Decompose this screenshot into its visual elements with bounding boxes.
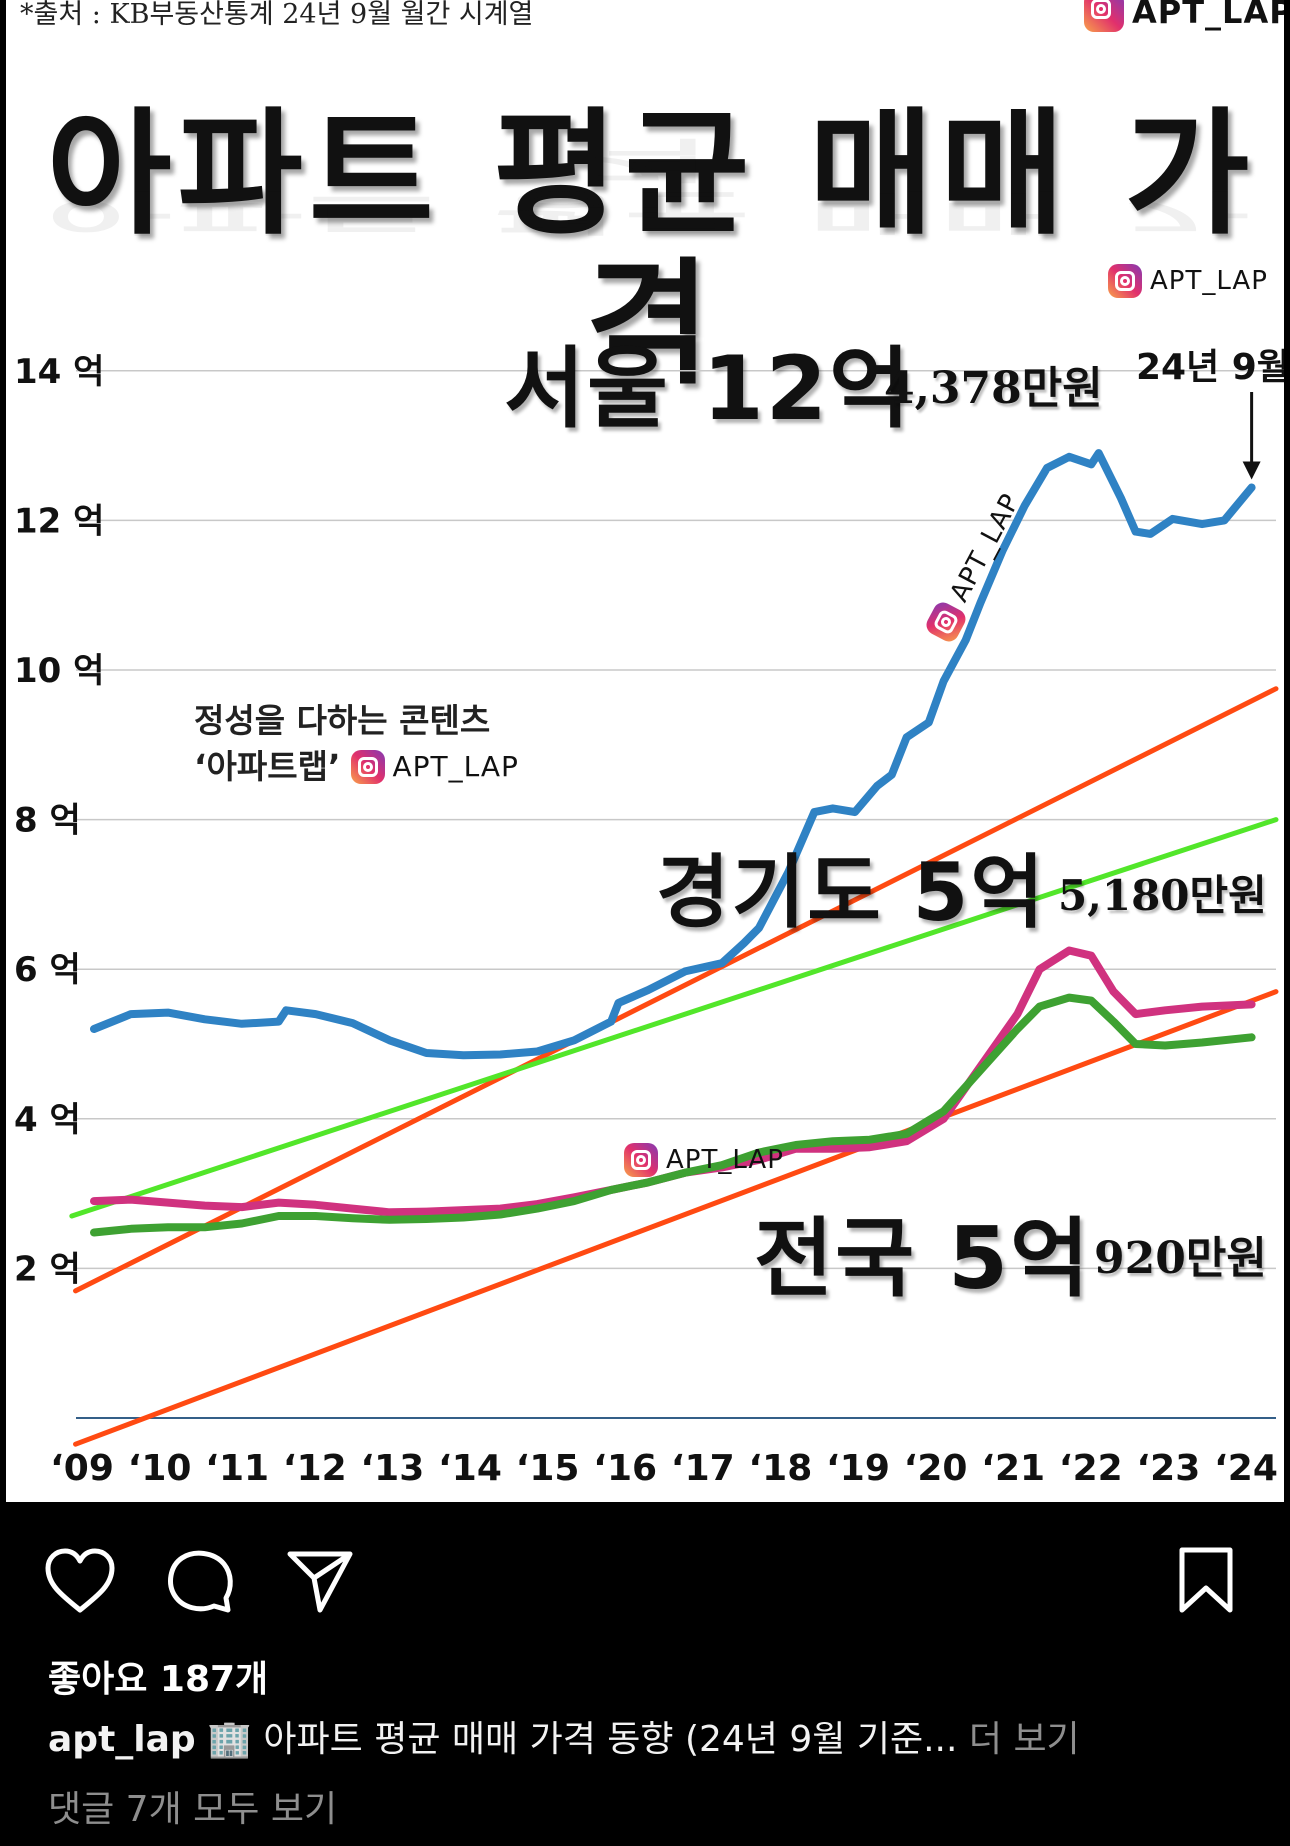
trend-line	[73, 686, 1279, 1294]
comment-bubble-icon[interactable]	[164, 1546, 236, 1618]
heart-icon[interactable]	[42, 1546, 118, 1616]
tagline-line2-row: ‘아파트랩’ APT_LAP	[194, 744, 519, 790]
post-image[interactable]: *출처 : KB부동산통계 24년 9월 월간 시계열 APT_LAP 아파트 …	[0, 0, 1290, 1502]
x-tick-label: ‘12	[283, 1448, 347, 1489]
price-chart: 2 억 4 억 6 억 8 억 10 억 12 억 14 억 ‘09 ‘10 ‘11 ‘12 ‘13 ‘…	[14, 352, 1279, 1489]
x-tick-label: ‘21	[981, 1448, 1045, 1489]
x-tick-label: ‘20	[904, 1448, 968, 1489]
y-tick-label: 4 억	[14, 1100, 81, 1140]
caption: apt_lap 🏢 아파트 평균 매매 가격 동향 (24년 9월 기준... …	[48, 1710, 1080, 1762]
tagline-watermark: APT_LAP	[350, 744, 519, 790]
trend-line	[69, 817, 1279, 1219]
y-tick-label: 2 억	[14, 1249, 81, 1289]
instagram-icon	[624, 1143, 658, 1177]
latest-marker: 24년 9월	[1136, 347, 1290, 388]
x-tick-label: ‘11	[205, 1448, 269, 1489]
x-tick-label: ‘23	[1137, 1448, 1201, 1489]
x-tick-label: ‘19	[826, 1448, 890, 1489]
instagram-icon	[1108, 264, 1142, 298]
latest-arrow-head	[1242, 461, 1261, 480]
building-emoji: 🏢	[207, 1719, 252, 1760]
x-tick-label: ‘17	[671, 1448, 735, 1489]
tagline: 정성을 다하는 콘텐츠 ‘아파트랩’ APT_LAP	[194, 698, 519, 790]
like-count[interactable]: 좋아요 187개	[48, 1659, 269, 1700]
seoul-label: 서울 12억	[504, 337, 912, 440]
x-tick-label: ‘13	[361, 1448, 425, 1489]
view-all-comments-link[interactable]: 댓글 7개 모두 보기	[48, 1789, 338, 1830]
tagline-line2: ‘아파트랩’	[194, 747, 341, 786]
x-tick-label: ‘10	[128, 1448, 192, 1489]
instagram-icon	[350, 750, 385, 784]
instagram-icon	[1084, 0, 1124, 32]
watermark-under-title: APT_LAP	[1108, 264, 1268, 298]
x-tick-label: ‘09	[50, 1448, 114, 1489]
x-tick-label: ‘16	[593, 1448, 657, 1489]
bookmark-icon[interactable]	[1176, 1546, 1236, 1616]
y-tick-label: 6 억	[14, 950, 81, 990]
watermark-mid: APT_LAP	[624, 1143, 784, 1177]
x-tick-label: ‘14	[438, 1448, 502, 1489]
watermark-handle: APT_LAP	[666, 1145, 784, 1175]
tagline-line1: 정성을 다하는 콘텐츠	[194, 701, 491, 740]
national-label: 전국 5억	[754, 1209, 1092, 1309]
post-action-bar	[0, 1502, 1290, 1846]
page-title: 아파트 평균 매매 가격	[46, 96, 1256, 404]
y-tick-label: 14 억	[14, 352, 104, 392]
watermark-handle: APT_LAP	[392, 750, 519, 783]
y-tick-label: 12 억	[14, 501, 104, 541]
x-tick-label: ‘15	[516, 1448, 580, 1489]
paper-plane-icon[interactable]	[284, 1546, 356, 1616]
source-note: *출처 : KB부동산통계 24년 9월 월간 시계열	[20, 0, 534, 30]
caption-username[interactable]: apt_lap	[48, 1719, 196, 1760]
x-tick-label: ‘18	[749, 1448, 813, 1489]
caption-text: 아파트 평균 매매 가격 동향 (24년 9월 기준...	[263, 1719, 958, 1760]
more-button[interactable]: 더 보기	[968, 1719, 1080, 1760]
watermark-handle: APT_LAP	[1132, 0, 1290, 31]
watermark-top-right: APT_LAP	[1084, 0, 1290, 32]
gyeonggi-detail: 5,180만원	[1058, 871, 1267, 920]
x-tick-label: ‘24	[1214, 1448, 1278, 1489]
watermark-handle: APT_LAP	[1150, 266, 1268, 296]
y-tick-label: 10 억	[14, 651, 104, 691]
series-line	[90, 993, 1256, 1237]
national-detail: 920만원	[1094, 1233, 1267, 1284]
gyeonggi-label: 경기도 5억	[656, 846, 1046, 939]
x-tick-label: ‘22	[1059, 1448, 1123, 1489]
seoul-detail: 4,378만원	[884, 363, 1103, 414]
trend-line	[73, 989, 1279, 1447]
y-tick-label: 8 억	[14, 801, 81, 841]
series-line	[90, 449, 1256, 1060]
